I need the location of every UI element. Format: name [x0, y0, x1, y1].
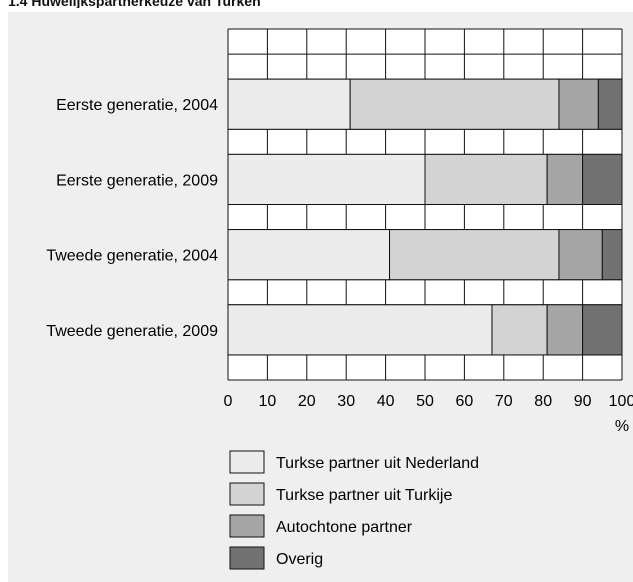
legend-label: Turkse partner uit Nederland	[276, 455, 479, 472]
x-tick-label: 30	[337, 393, 355, 410]
legend: Turkse partner uit Nederland Turkse partn…	[230, 451, 479, 569]
bar-segment	[559, 230, 602, 280]
bar-segment	[559, 79, 598, 129]
x-axis-unit: %	[615, 418, 629, 435]
x-tick-label: 10	[259, 393, 277, 410]
category-label: Tweede generatie, 2004	[46, 248, 218, 265]
bar-segment	[547, 305, 582, 355]
x-tick-label: 20	[298, 393, 316, 410]
bar-segment	[583, 154, 622, 204]
x-axis-ticks: 0 10 20 30 40 50 60 70 80 90 100	[224, 393, 633, 410]
x-tick-label: 100	[609, 393, 633, 410]
bar-segment	[228, 230, 390, 280]
x-tick-label: 40	[377, 393, 395, 410]
bar-segment	[390, 230, 559, 280]
bar-segment	[228, 79, 350, 129]
category-label: Eerste generatie, 2004	[56, 97, 218, 114]
legend-swatch	[230, 451, 264, 473]
x-tick-label: 80	[534, 393, 552, 410]
bar-segment	[602, 230, 622, 280]
legend-swatch	[230, 547, 264, 569]
category-label: Eerste generatie, 2009	[56, 172, 218, 189]
legend-swatch	[230, 515, 264, 537]
x-tick-label: 60	[456, 393, 474, 410]
bar-segment	[228, 305, 492, 355]
legend-label: Autochtone partner	[276, 519, 413, 536]
bar-segment	[228, 154, 425, 204]
bar-segment	[350, 79, 559, 129]
x-tick-label: 0	[224, 393, 233, 410]
bar-segment	[547, 154, 582, 204]
legend-label: Overig	[276, 551, 323, 568]
bar-segment	[583, 305, 622, 355]
category-label: Tweede generatie, 2009	[46, 323, 218, 340]
x-tick-label: 90	[574, 393, 592, 410]
x-tick-label: 70	[495, 393, 513, 410]
bar-segment	[598, 79, 622, 129]
bar-segment	[425, 154, 547, 204]
legend-swatch	[230, 483, 264, 505]
x-tick-label: 50	[416, 393, 434, 410]
legend-label: Turkse partner uit Turkije	[276, 487, 452, 504]
category-labels: Eerste generatie, 2004 Eerste generatie, …	[46, 97, 218, 340]
bar-segment	[492, 305, 547, 355]
